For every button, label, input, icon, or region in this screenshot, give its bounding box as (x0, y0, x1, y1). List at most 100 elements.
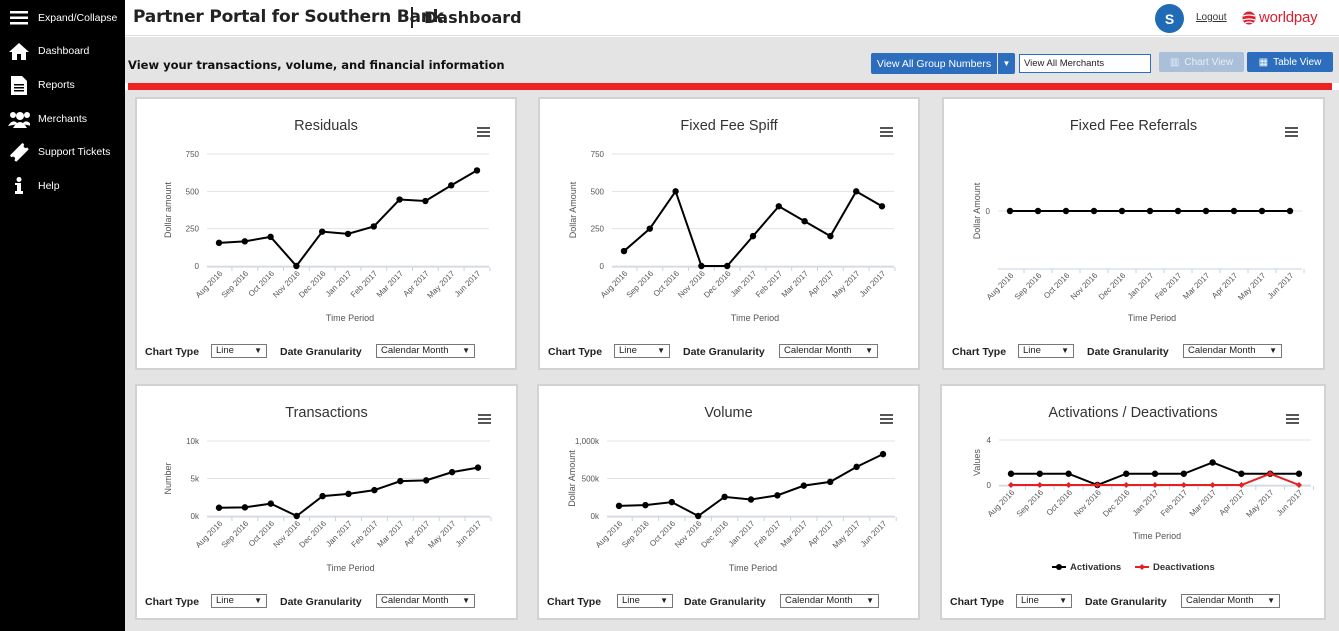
sidebar-item-reports[interactable]: Reports (0, 70, 125, 100)
data-point (1062, 207, 1070, 215)
date-granularity-select[interactable]: Calendar Month ▼ (1181, 594, 1280, 608)
data-point (775, 203, 782, 210)
chart-menu-icon[interactable] (1285, 127, 1298, 137)
y-axis-title: Dollar Amount (972, 182, 982, 239)
chart-type-label: Chart Type (547, 596, 602, 608)
page-title: Dashboard (424, 8, 522, 27)
data-point (1267, 470, 1274, 477)
chart-menu-icon[interactable] (1286, 414, 1299, 424)
toolbar: View your transactions, volume, and fina… (125, 37, 1339, 83)
caret-down-icon: ▼ (660, 596, 668, 605)
chart-type-label: Chart Type (548, 346, 603, 358)
date-granularity-label: Date Granularity (1085, 596, 1167, 608)
chart-menu-icon[interactable] (477, 127, 490, 137)
x-tick-label: Feb 2017 (753, 519, 784, 550)
data-point (827, 478, 834, 486)
x-tick-label: Mar 2017 (375, 519, 406, 550)
group-numbers-dropdown-toggle[interactable]: ▼ (998, 53, 1015, 74)
data-point (1146, 207, 1154, 215)
sidebar-item-label: Dashboard (38, 45, 90, 57)
chart-panel-fixed-fee-spiff: 0 250 500 750 Aug 2016 Sep 2016 Oct 2016 Nov 20… (538, 97, 920, 370)
view-all-group-numbers-button[interactable]: View All Group Numbers (871, 53, 997, 74)
chart-type-select[interactable]: Line ▼ (614, 344, 670, 358)
sidebar-item-support-tickets[interactable]: Support Tickets (0, 137, 125, 167)
data-point (1094, 482, 1101, 488)
chart-title: Fixed Fee Referrals (1069, 118, 1198, 134)
chart-view-button[interactable]: ▥ Chart View (1159, 52, 1244, 72)
caret-down-icon: ▼ (254, 346, 262, 355)
x-tick-label: Aug 2016 (986, 488, 1017, 519)
chart-menu-icon[interactable] (478, 414, 491, 424)
y-axis-title: Dollar Amount (567, 450, 577, 507)
y-tick-label: 500 (186, 187, 200, 196)
x-tick-label: Nov 2016 (1072, 488, 1103, 519)
chart-type-select[interactable]: Line ▼ (211, 344, 267, 358)
users-icon (8, 108, 30, 130)
x-tick-label: Jan 2017 (727, 519, 757, 549)
data-point (1295, 470, 1303, 477)
x-tick-label: Nov 2016 (1069, 271, 1100, 302)
data-point (827, 232, 834, 240)
data-point (370, 223, 377, 230)
x-tick-label: Jun 2017 (1266, 271, 1296, 301)
table-view-button[interactable]: ▦ Table View (1247, 52, 1333, 72)
x-tick-label: Aug 2016 (594, 519, 625, 550)
data-point (1123, 470, 1130, 477)
data-point (293, 262, 300, 270)
logout-link[interactable]: Logout (1196, 12, 1227, 23)
sidebar-item-dashboard[interactable]: Dashboard (0, 36, 125, 66)
caret-down-icon: ▼ (866, 596, 874, 605)
x-tick-label: May 2017 (830, 269, 862, 301)
worldpay-logo: worldpay (1242, 9, 1318, 26)
data-point (396, 196, 403, 203)
date-granularity-label: Date Granularity (280, 596, 362, 608)
x-tick-label: May 2017 (1236, 271, 1268, 303)
chart-type-select[interactable]: Line ▼ (1018, 344, 1074, 358)
x-tick-label: Jan 2017 (1131, 488, 1161, 518)
date-granularity-select[interactable]: Calendar Month ▼ (1183, 344, 1282, 358)
y-axis-title: Dollar amount (163, 181, 173, 238)
x-tick-label: Sep 2016 (625, 269, 656, 300)
x-axis-title: Time Period (729, 563, 777, 573)
date-granularity-select[interactable]: Calendar Month ▼ (780, 594, 879, 608)
data-point (319, 492, 326, 500)
caret-down-icon: ▼ (1002, 59, 1011, 68)
home-icon (8, 40, 30, 62)
chart-type-select[interactable]: Line ▼ (617, 594, 673, 608)
avatar[interactable]: S (1155, 4, 1184, 33)
date-granularity-select[interactable]: Calendar Month ▼ (779, 344, 878, 358)
chart-panel-fixed-fee-referrals: 0 Aug 2016 Sep 2016 Oct 2016 Nov 2016 Dec 201… (942, 97, 1325, 370)
data-point (1151, 470, 1159, 477)
chart-controls: Chart Type Line ▼ Date Granularity Calend… (145, 594, 508, 610)
x-tick-label: Jun 2017 (1275, 488, 1305, 518)
sidebar-item-merchants[interactable]: Merchants (0, 104, 125, 134)
data-point (241, 504, 249, 511)
x-tick-label: Nov 2016 (673, 519, 704, 550)
data-point (1258, 207, 1266, 215)
x-tick-label: Oct 2016 (1045, 488, 1075, 518)
date-granularity-select[interactable]: Calendar Month ▼ (376, 594, 475, 608)
page-subtitle: View your transactions, volume, and fina… (128, 58, 505, 72)
x-tick-label: Jun 2017 (453, 269, 483, 299)
chart-type-label: Chart Type (145, 346, 200, 358)
data-point (724, 262, 731, 270)
chart-menu-icon[interactable] (880, 127, 893, 137)
sidebar-item-expand-collapse[interactable]: Expand/Collapse (0, 3, 125, 33)
merchant-filter-input[interactable] (1019, 54, 1151, 73)
data-point (1090, 207, 1098, 215)
date-granularity-select[interactable]: Calendar Month ▼ (376, 344, 475, 358)
sidebar-item-label: Expand/Collapse (38, 12, 118, 24)
data-point (1152, 482, 1158, 488)
chart-type-label: Chart Type (145, 596, 200, 608)
chart-menu-icon[interactable] (880, 414, 893, 424)
sidebar-item-help[interactable]: Help (0, 171, 125, 201)
data-point (215, 239, 223, 247)
brand-name: worldpay (1259, 9, 1318, 26)
x-tick-label: Jun 2017 (859, 519, 889, 549)
chart-type-select[interactable]: Line ▼ (211, 594, 267, 608)
data-point (319, 228, 326, 235)
chart-type-select[interactable]: Line ▼ (1016, 594, 1072, 608)
x-tick-label: Feb 2017 (754, 269, 785, 300)
